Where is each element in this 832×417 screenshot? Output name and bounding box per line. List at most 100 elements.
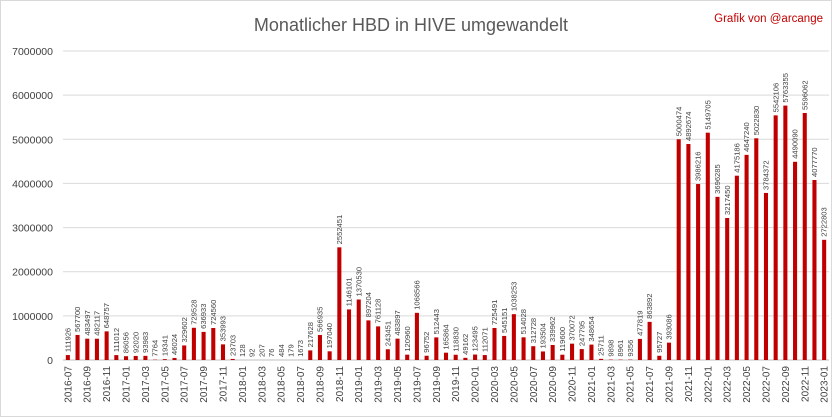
bar	[133, 355, 138, 360]
x-tick-label: 2016-11	[102, 366, 113, 402]
bar	[502, 335, 507, 360]
bar	[85, 338, 90, 360]
bar	[540, 351, 545, 360]
data-label: 477819	[636, 311, 645, 336]
bar	[579, 349, 584, 360]
data-label: 483497	[83, 310, 92, 335]
bar	[482, 355, 487, 360]
bar	[414, 312, 419, 360]
y-tick-label: 5000000	[12, 134, 53, 146]
bar	[317, 334, 322, 360]
bar	[434, 337, 439, 360]
data-label: 19341	[160, 335, 169, 356]
data-label: 123495	[471, 326, 480, 351]
bar	[182, 345, 187, 360]
chart-credit: Grafik von @arcange	[714, 13, 823, 25]
gridlines	[63, 50, 829, 361]
x-tick-label: 2016-07	[63, 366, 74, 403]
y-axis-ticks: 0 1000000 2000000 3000000 4000000 5000000 6000…	[12, 46, 53, 367]
bar	[705, 132, 710, 360]
bar	[715, 196, 720, 360]
data-label: 5000474	[674, 107, 683, 137]
data-label: 1068566	[413, 280, 422, 310]
bar	[793, 161, 798, 360]
bar	[647, 321, 652, 360]
bar	[230, 358, 235, 360]
x-tick-label: 2023-01	[820, 366, 831, 403]
bar	[366, 320, 371, 360]
bar	[599, 358, 604, 360]
data-label: 92	[248, 349, 257, 357]
x-tick-label: 2020-05	[509, 366, 520, 403]
data-label: 3986216	[694, 151, 703, 181]
bar	[754, 138, 759, 360]
x-tick-label: 2017-01	[122, 366, 133, 403]
x-tick-label: 2019-11	[451, 366, 462, 402]
data-label: 483897	[393, 310, 402, 335]
data-label: 217628	[306, 322, 315, 347]
data-label: 4077770	[810, 147, 819, 177]
data-label: 514028	[519, 309, 528, 334]
data-label: 1370530	[354, 267, 363, 297]
data-label: 25711	[597, 335, 606, 356]
data-label: 3696285	[713, 164, 722, 194]
data-label: 329602	[180, 317, 189, 342]
bar	[570, 343, 575, 360]
bar	[143, 355, 148, 360]
data-label: 4892674	[684, 111, 693, 141]
bar	[744, 154, 749, 360]
data-label: 2722803	[820, 207, 829, 237]
bar	[666, 342, 672, 360]
data-label: 725491	[490, 300, 499, 325]
data-label: 93983	[141, 332, 150, 353]
data-label: 9898	[606, 340, 615, 357]
data-label: 2552451	[335, 215, 344, 245]
data-label: 729528	[189, 299, 198, 324]
data-label: 120960	[403, 326, 412, 351]
data-label: 207	[257, 344, 266, 357]
y-tick-label: 7000000	[12, 46, 53, 58]
data-label: 1038253	[509, 282, 518, 312]
data-label: 96752	[422, 332, 431, 353]
data-label: 8961	[616, 340, 625, 357]
x-tick-label: 2022-05	[742, 366, 753, 403]
x-tick-label: 2020-07	[529, 366, 540, 403]
bar	[492, 327, 497, 360]
data-label: 119600	[558, 327, 567, 352]
x-tick-label: 2021-01	[587, 366, 598, 403]
y-tick-label: 6000000	[12, 90, 53, 102]
bar	[453, 354, 458, 360]
y-tick-label: 1000000	[12, 311, 53, 323]
x-tick-label: 2019-09	[432, 366, 443, 403]
x-tick-label: 2020-03	[490, 366, 501, 403]
x-tick-label: 2021-07	[645, 366, 656, 403]
data-label: 3784372	[762, 160, 771, 190]
x-tick-label: 2018-07	[296, 366, 307, 403]
data-label: 118830	[451, 327, 460, 352]
data-label: 247795	[577, 321, 586, 346]
data-label: 46024	[170, 334, 179, 355]
bar	[385, 349, 390, 360]
data-label: 3217450	[723, 185, 732, 215]
data-label: 5763355	[781, 73, 790, 103]
bar	[94, 338, 99, 360]
bar	[191, 327, 196, 360]
bar	[104, 331, 109, 360]
bar	[521, 337, 526, 360]
x-tick-label: 2019-07	[412, 366, 423, 403]
data-label: 111012	[112, 328, 121, 352]
bar	[676, 139, 681, 360]
bar	[443, 352, 449, 360]
bar	[376, 326, 381, 360]
bar	[211, 328, 216, 360]
data-label: 5022830	[752, 106, 761, 136]
data-label: 197040	[325, 323, 334, 348]
y-tick-label: 3000000	[12, 223, 53, 235]
bar	[763, 192, 769, 360]
chart-title: Monatlicher HBD in HIVE umgewandelt	[254, 15, 568, 35]
bar	[114, 355, 119, 360]
data-label: 76	[267, 349, 276, 357]
x-tick-label: 2022-03	[723, 366, 734, 403]
data-label: 86056	[122, 332, 131, 353]
data-label: 566935	[316, 307, 325, 332]
